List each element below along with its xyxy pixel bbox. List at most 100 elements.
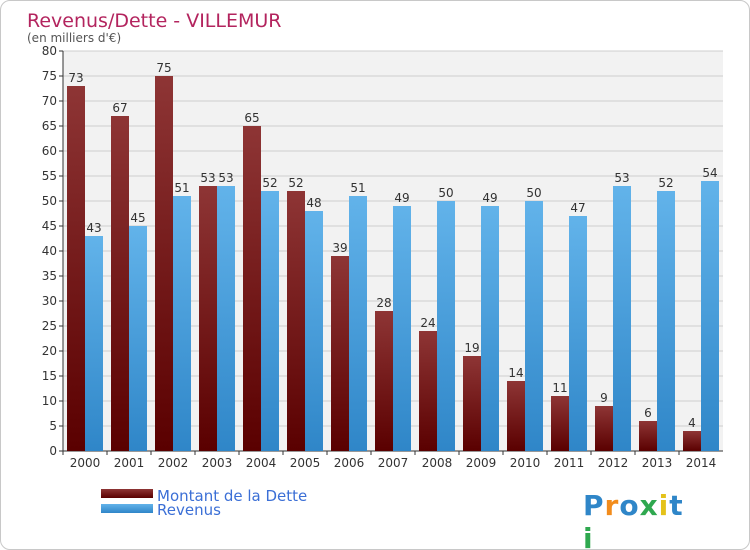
data-label-revenus: 53: [218, 171, 233, 185]
proxiti-logo: Proxiti: [583, 489, 693, 549]
x-tick-label: 2006: [334, 456, 365, 470]
bar-revenus: [525, 201, 543, 451]
data-label-revenus: 52: [262, 176, 277, 190]
logo-letter: x: [639, 489, 659, 522]
data-label-dette: 11: [552, 381, 567, 395]
data-label-revenus: 43: [86, 221, 101, 235]
data-label-dette: 53: [200, 171, 215, 185]
data-label-dette: 67: [112, 101, 127, 115]
data-label-dette: 65: [244, 111, 259, 125]
x-tick-label: 2009: [466, 456, 497, 470]
x-tick-label: 2004: [246, 456, 277, 470]
bar-revenus: [393, 206, 411, 451]
x-tick-label: 2005: [290, 456, 321, 470]
data-label-dette: 4: [688, 416, 696, 430]
bar-dette: [155, 76, 173, 451]
x-tick-label: 2013: [642, 456, 673, 470]
bar-revenus: [657, 191, 675, 451]
bar-dette: [463, 356, 481, 451]
y-tick-label: 20: [42, 344, 57, 358]
y-tick-label: 5: [49, 419, 57, 433]
data-label-dette: 39: [332, 241, 347, 255]
y-tick-label: 30: [42, 294, 57, 308]
x-tick-label: 2000: [70, 456, 101, 470]
bar-revenus: [349, 196, 367, 451]
x-tick-label: 2001: [114, 456, 145, 470]
y-tick-label: 45: [42, 219, 57, 233]
bar-dette: [507, 381, 525, 451]
bar-revenus: [569, 216, 587, 451]
x-tick-label: 2011: [554, 456, 585, 470]
legend-label-revenus: Revenus: [157, 501, 221, 519]
data-label-dette: 19: [464, 341, 479, 355]
logo-letter: i: [583, 522, 594, 550]
y-tick-label: 10: [42, 394, 57, 408]
bar-dette: [639, 421, 657, 451]
chart-subtitle: (en milliers d'€): [27, 31, 121, 45]
legend-swatch-dette: [101, 489, 153, 498]
y-tick-label: 55: [42, 169, 57, 183]
data-label-dette: 73: [68, 71, 83, 85]
bar-revenus: [129, 226, 147, 451]
y-tick-label: 50: [42, 194, 57, 208]
y-tick-label: 35: [42, 269, 57, 283]
x-tick-label: 2003: [202, 456, 233, 470]
data-label-revenus: 54: [702, 166, 717, 180]
data-label-dette: 75: [156, 61, 171, 75]
x-tick-label: 2012: [598, 456, 629, 470]
y-tick-label: 70: [42, 94, 57, 108]
x-tick-label: 2008: [422, 456, 453, 470]
bar-dette: [551, 396, 569, 451]
y-tick-label: 15: [42, 369, 57, 383]
bar-dette: [419, 331, 437, 451]
bar-dette: [67, 86, 85, 451]
x-tick-label: 2002: [158, 456, 189, 470]
data-label-revenus: 47: [570, 201, 585, 215]
data-label-revenus: 52: [658, 176, 673, 190]
y-tick-label: 40: [42, 244, 57, 258]
bar-dette: [683, 431, 701, 451]
y-tick-label: 0: [49, 444, 57, 458]
data-label-dette: 28: [376, 296, 391, 310]
logo-letter: r: [604, 489, 620, 522]
bar-dette: [243, 126, 261, 451]
bar-dette: [331, 256, 349, 451]
data-label-dette: 52: [288, 176, 303, 190]
y-tick-label: 60: [42, 144, 57, 158]
data-label-revenus: 51: [174, 181, 189, 195]
bar-revenus: [85, 236, 103, 451]
bar-dette: [595, 406, 613, 451]
logo-letter: P: [583, 489, 605, 522]
bar-dette: [287, 191, 305, 451]
data-label-revenus: 48: [306, 196, 321, 210]
bar-revenus: [261, 191, 279, 451]
bar-dette: [375, 311, 393, 451]
bar-revenus: [305, 211, 323, 451]
logo-letter: t: [669, 489, 684, 522]
data-label-dette: 9: [600, 391, 608, 405]
data-label-revenus: 51: [350, 181, 365, 195]
data-label-dette: 14: [508, 366, 523, 380]
y-tick-label: 80: [42, 44, 57, 58]
y-tick-label: 25: [42, 319, 57, 333]
bar-dette: [111, 116, 129, 451]
legend-label-dette: Montant de la Dette: [157, 487, 307, 505]
chart-title: Revenus/Dette - VILLEMUR: [27, 10, 281, 32]
bar-revenus: [437, 201, 455, 451]
data-label-revenus: 50: [438, 186, 453, 200]
logo-letter: o: [619, 489, 640, 522]
bar-revenus: [613, 186, 631, 451]
data-label-revenus: 50: [526, 186, 541, 200]
x-tick-label: 2007: [378, 456, 409, 470]
y-tick-label: 65: [42, 119, 57, 133]
bar-revenus: [701, 181, 719, 451]
data-label-revenus: 49: [394, 191, 409, 205]
y-tick-label: 75: [42, 69, 57, 83]
bar-revenus: [217, 186, 235, 451]
legend: Montant de la Dette Revenus: [101, 487, 307, 519]
legend-swatch-revenus: [101, 504, 153, 513]
data-label-revenus: 53: [614, 171, 629, 185]
logo-letter: i: [658, 489, 670, 522]
